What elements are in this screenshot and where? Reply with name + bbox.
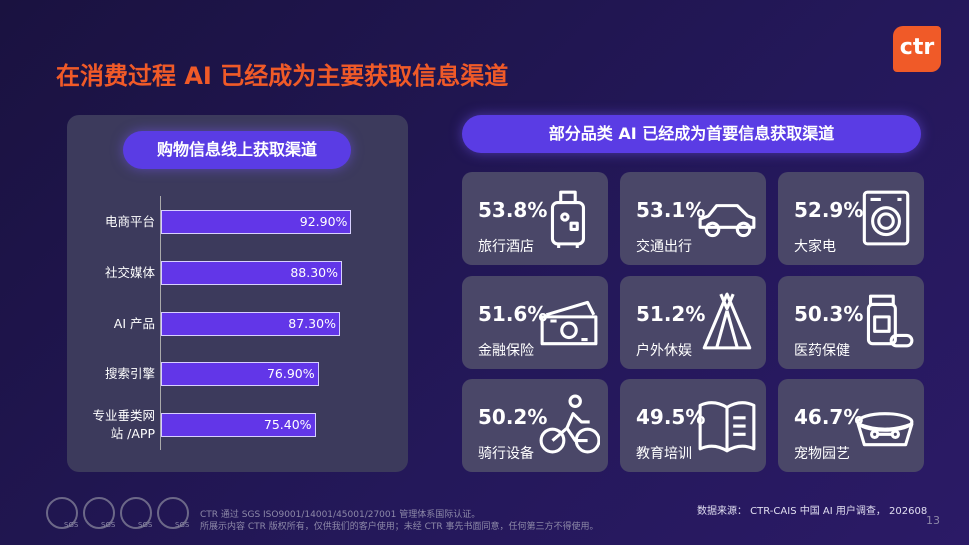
tile-value: 46.7% [794, 405, 864, 429]
tile-value: 52.9% [794, 198, 864, 222]
page-number: 13 [926, 514, 940, 527]
tile-value: 51.6% [478, 301, 548, 326]
category-label: AI 产品 [113, 315, 155, 331]
tile: 50.3% 医药保健 [778, 275, 924, 369]
cert-line: CTR 通过 SGS ISO9001/14001/45001/27001 管理体… [200, 510, 481, 520]
tile-label: 教育培训 [636, 446, 692, 462]
tile-value: 50.3% [794, 301, 864, 326]
value-label: 76.90% [266, 366, 315, 382]
sgs-badge: SGS [83, 497, 115, 529]
tile: 46.7% 宠物园艺 [778, 379, 924, 472]
tile-label: 户外休娱 [636, 342, 692, 359]
tile-label: 交通出行 [636, 239, 692, 255]
tile-value: 53.8% [478, 198, 548, 222]
tile-icon [862, 190, 910, 246]
tiles-title: 部分品类 AI 已经成为首要信息获取渠道 [462, 115, 921, 153]
tile-label: 大家电 [794, 239, 836, 255]
tile-label: 骑行设备 [478, 446, 534, 462]
chart-title: 购物信息线上获取渠道 [123, 131, 351, 169]
tile-icon [540, 300, 598, 345]
bar [161, 311, 340, 336]
title: 在消费过程 AI 已经成为主要获取信息渠道 [56, 62, 509, 90]
tile-icon [698, 204, 756, 238]
tile: 50.2% 骑行设备 [462, 379, 608, 472]
cert-line: 所展示内容 CTR 版权所有，仅供我们的客户使用；未经 CTR 事先书面同意，任… [200, 522, 599, 532]
tile-value: 49.5% [636, 405, 706, 429]
badge-text: SGS [175, 521, 190, 529]
badge-text: SGS [64, 521, 79, 529]
tile-icon [856, 412, 914, 447]
tile-icon [866, 294, 914, 347]
category-label: 电商平台 [104, 214, 155, 229]
bar [161, 362, 319, 387]
tile: 53.8% 旅行酒店 [462, 172, 608, 265]
tile-label: 旅行酒店 [478, 239, 534, 255]
bar [161, 210, 352, 234]
sgs-badge: SGS [46, 497, 78, 529]
tile-value: 51.2% [636, 301, 706, 326]
value-label: 87.30% [288, 315, 336, 331]
tile: 51.6% 金融保险 [462, 275, 608, 369]
tile-icon [698, 401, 756, 453]
tile-icon [550, 190, 586, 248]
value-label: 92.90% [299, 214, 348, 229]
value-label: 75.40% [263, 417, 312, 433]
tile: 51.2% 户外休娱 [620, 275, 766, 369]
category-label: 社交媒体 [104, 264, 155, 280]
chart-panel [67, 115, 408, 472]
tile-label: 医药保健 [794, 342, 850, 359]
tile-value: 50.2% [478, 405, 548, 429]
tile-icon [539, 394, 600, 454]
sgs-badge: SGS [157, 497, 189, 529]
value-label: 88.30% [290, 264, 338, 280]
tile-label: 宠物园艺 [794, 446, 850, 462]
bar [161, 413, 316, 438]
tile-icon [702, 292, 752, 349]
bar [161, 260, 342, 285]
tile: 53.1% 交通出行 [620, 172, 766, 265]
category-label: 搜索引擎 [104, 366, 155, 382]
tile: 49.5% 教育培训 [620, 379, 766, 472]
sgs-badge: SGS [120, 497, 152, 529]
tile-label: 金融保险 [478, 342, 534, 359]
category-label: 专业垂类网站 /APP [92, 408, 155, 442]
tile-value: 53.1% [636, 198, 706, 222]
badge-text: SGS [101, 521, 116, 529]
axis-line [160, 196, 161, 450]
logo: ctr [893, 26, 941, 72]
source: 数据来源： CTR-CAIS 中国 AI 用户调查， 202608 [697, 506, 928, 517]
tile: 52.9% 大家电 [778, 172, 924, 265]
badge-text: SGS [138, 521, 153, 529]
